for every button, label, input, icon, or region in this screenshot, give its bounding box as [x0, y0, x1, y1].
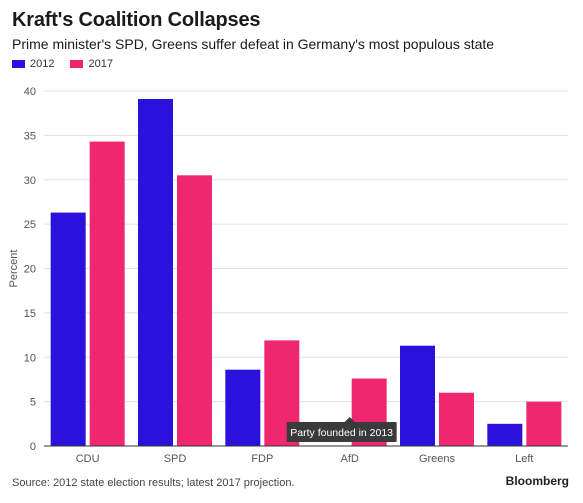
bar-greens-2012 — [400, 345, 435, 446]
legend-swatch-2012 — [12, 60, 25, 68]
x-tick-label-greens: Greens — [419, 453, 456, 465]
legend-swatch-2017 — [70, 60, 84, 68]
bloomberg-logo: Bloomberg — [505, 474, 569, 488]
x-tick-label-cdu: CDU — [76, 453, 100, 465]
bar-spd-2017 — [177, 175, 212, 446]
y-tick-label: 10 — [24, 352, 36, 364]
bar-left-2017 — [526, 401, 562, 446]
legend: 2012 2017 — [12, 58, 113, 70]
y-tick-label: 5 — [30, 397, 36, 409]
x-tick-label-left: Left — [515, 453, 533, 465]
chart-subtitle: Prime minister's SPD, Greens suffer defe… — [12, 36, 495, 52]
x-tick-label-afd: AfD — [340, 453, 358, 465]
y-tick-label: 35 — [24, 130, 36, 142]
legend-label-2017: 2017 — [88, 58, 113, 70]
y-tick-label: 25 — [24, 219, 36, 231]
bar-spd-2012 — [138, 98, 173, 447]
y-tick-label: 40 — [24, 86, 36, 98]
legend-label-2012: 2012 — [30, 58, 55, 70]
x-tick-label-fdp: FDP — [251, 453, 273, 465]
bar-fdp-2012 — [225, 369, 261, 446]
legend-item-2012: 2012 — [12, 58, 54, 70]
annotation-box — [286, 422, 397, 442]
legend-item-2017: 2017 — [70, 58, 113, 70]
source-note: Source: 2012 state election results; lat… — [12, 477, 295, 489]
y-tick-label: 20 — [24, 264, 36, 276]
chart-title: Kraft's Coalition Collapses — [12, 9, 261, 31]
y-tick-label: 15 — [24, 308, 36, 320]
y-axis-label: Percent — [8, 250, 20, 288]
bar-left-2012 — [487, 423, 523, 446]
annotation-pointer — [344, 417, 355, 422]
bar-greens-2017 — [439, 392, 474, 446]
bar-cdu-2017 — [89, 141, 125, 446]
y-tick-label: 0 — [30, 441, 36, 453]
y-tick-label: 30 — [24, 175, 36, 187]
x-tick-label-spd: SPD — [164, 453, 187, 465]
annotation-text: Party founded in 2013 — [290, 427, 393, 439]
bar-cdu-2012 — [50, 212, 86, 446]
